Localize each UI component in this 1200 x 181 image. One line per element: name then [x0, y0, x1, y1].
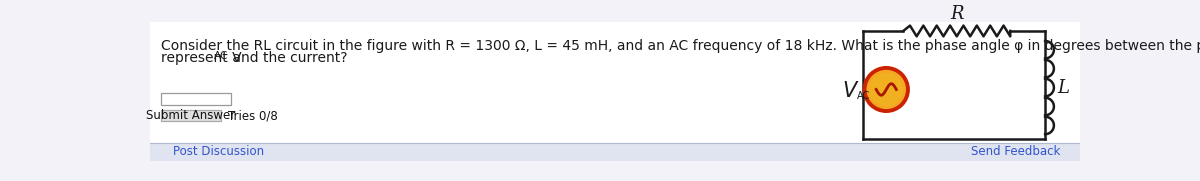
Text: $V$: $V$	[842, 81, 860, 101]
Text: represent V: represent V	[161, 51, 241, 65]
Circle shape	[869, 73, 904, 106]
Text: L: L	[1057, 79, 1069, 97]
Text: Tries 0/8: Tries 0/8	[228, 109, 277, 122]
Text: R: R	[950, 5, 964, 23]
Text: Consider the RL circuit in the figure with R = 1300 Ω, L = 45 mH, and an AC freq: Consider the RL circuit in the figure wi…	[161, 39, 1200, 53]
Circle shape	[865, 69, 907, 110]
Text: Send Feedback: Send Feedback	[971, 145, 1061, 158]
FancyBboxPatch shape	[150, 143, 1080, 161]
Text: Post Discussion: Post Discussion	[173, 145, 264, 158]
FancyBboxPatch shape	[161, 110, 221, 121]
Text: Submit Answer: Submit Answer	[146, 109, 235, 122]
FancyBboxPatch shape	[161, 92, 230, 105]
Text: AC: AC	[857, 91, 870, 101]
Text: AC: AC	[214, 51, 228, 61]
FancyBboxPatch shape	[150, 22, 1080, 143]
Text: and the current?: and the current?	[228, 51, 348, 65]
